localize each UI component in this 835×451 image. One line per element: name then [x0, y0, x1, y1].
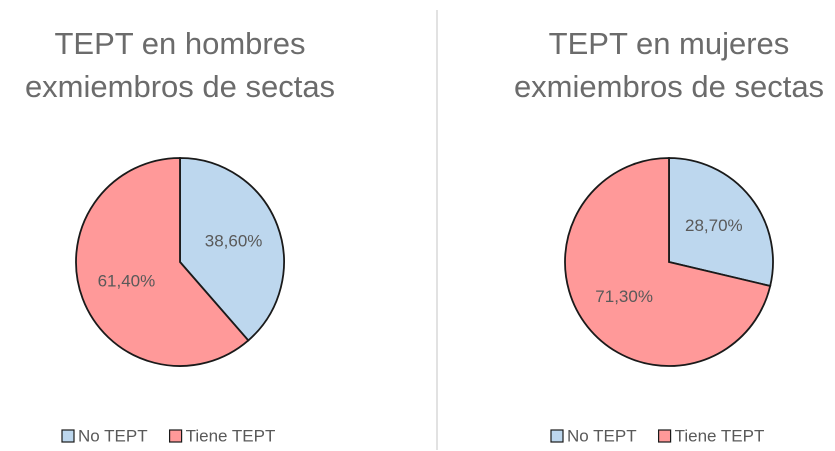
- legend-label: No TEPT: [567, 426, 637, 445]
- chart-title: TEPT en hombres exmiembros de sectas: [24, 26, 336, 104]
- pie-slice: [564, 157, 772, 367]
- pie-slice: [668, 157, 774, 288]
- data-label: 61,40%: [98, 272, 156, 291]
- pie-slice: [75, 157, 250, 367]
- legend-swatch: [61, 429, 75, 443]
- legend-swatch: [550, 429, 564, 443]
- data-label: 71,30%: [595, 287, 653, 306]
- legend-swatch: [168, 429, 183, 443]
- pie-slice: [179, 157, 285, 342]
- legend-label: Tiene TEPT: [186, 426, 276, 445]
- legend-label: No TEPT: [78, 426, 148, 445]
- data-label: 28,70%: [685, 216, 743, 235]
- legend-label: Tiene TEPT: [675, 426, 765, 445]
- data-label: 38,60%: [205, 231, 263, 250]
- chart-title: TEPT en mujeres exmiembros de sectas: [513, 26, 825, 104]
- legend-swatch: [657, 429, 672, 443]
